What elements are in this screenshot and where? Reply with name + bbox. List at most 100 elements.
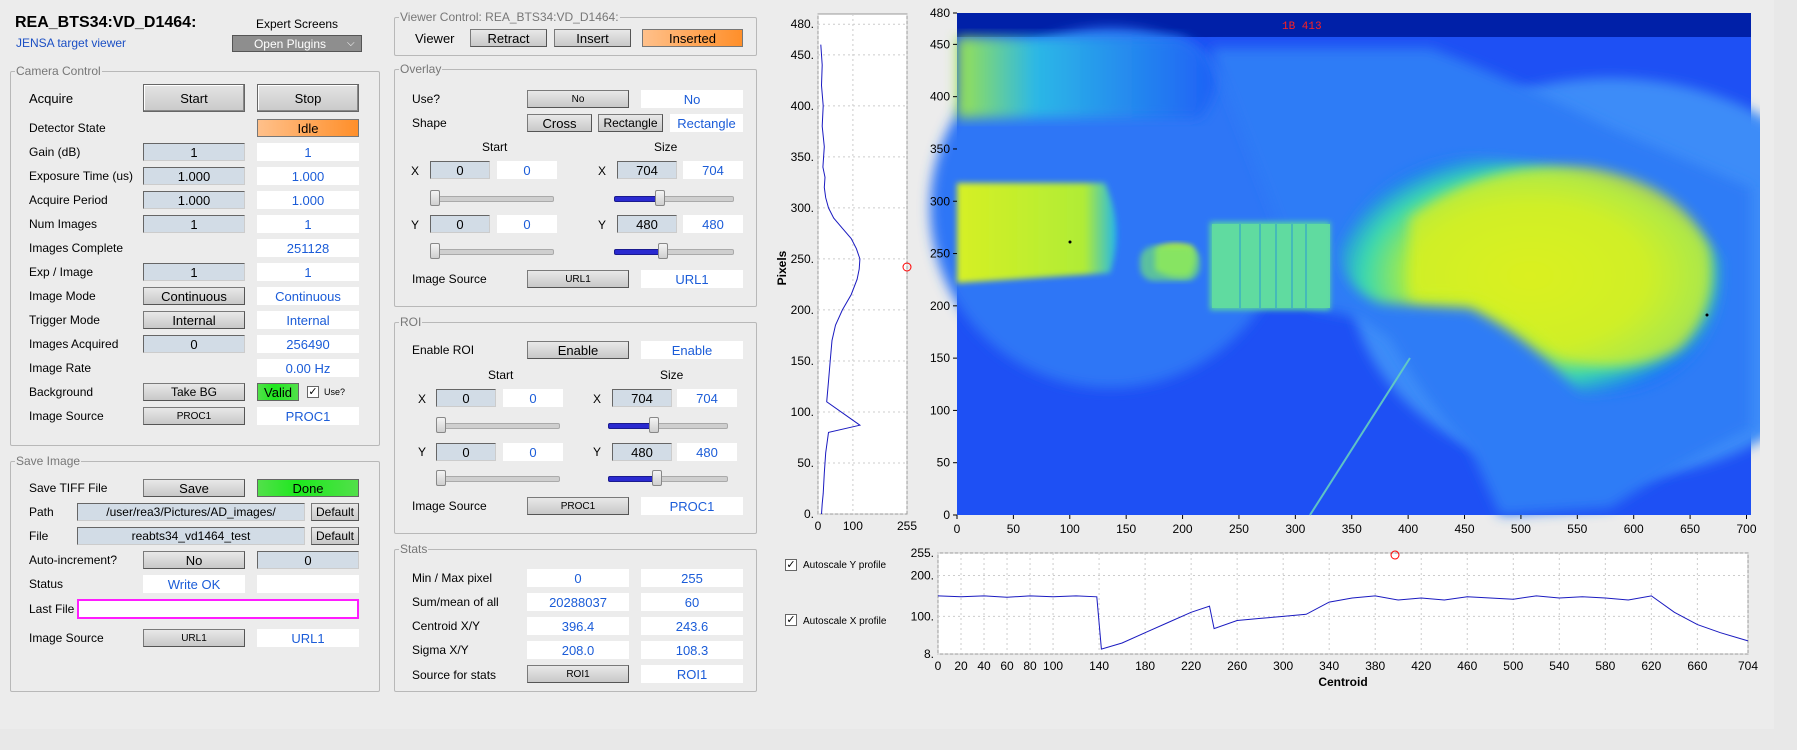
path-default-button[interactable]: Default (311, 503, 359, 521)
overlay-start-y-input[interactable]: 0 (430, 215, 490, 233)
overlay-size-y-slider[interactable] (614, 243, 734, 259)
autoscale-y-label: Autoscale Y profile (803, 560, 887, 571)
stats-row-label: Sigma X/Y (412, 643, 469, 657)
x-profile-tick-label: 60 (1000, 659, 1014, 673)
roi-start-y-input[interactable]: 0 (436, 443, 496, 461)
roi-size-x-input[interactable]: 704 (612, 389, 672, 407)
image-y-tick-label: 250 (930, 247, 950, 261)
camera-image-view[interactable]: 1B 413 0 50 100 150 200 250 300 350 400 450 500 550… (910, 8, 1760, 533)
overlay-source-button[interactable]: URL1 (527, 270, 629, 288)
overlay-size-x-readback: 704 (683, 161, 743, 179)
page-subtitle: JENSA target viewer (16, 36, 127, 50)
stop-button[interactable]: Stop (257, 84, 359, 112)
camera-row-input[interactable]: 1 (143, 143, 245, 161)
image-y-tick-label: 350 (930, 142, 950, 156)
roi-start-y-slider[interactable] (436, 470, 560, 486)
overlay-use-value: No (641, 90, 743, 108)
y-profile-tick-label: 400. (791, 99, 814, 113)
overlay-start-x-slider[interactable] (430, 190, 554, 206)
stats-row-value: 0 (527, 569, 629, 587)
save-source-button[interactable]: URL1 (143, 629, 245, 647)
camera-row-input[interactable]: 1 (143, 215, 245, 233)
start-button[interactable]: Start (143, 84, 245, 112)
camera-row-input[interactable]: 1.000 (143, 167, 245, 185)
save-button[interactable]: Save (143, 479, 245, 497)
camera-row-readback: 1 (257, 143, 359, 161)
camera-row-menu-button[interactable]: Internal (143, 311, 245, 329)
x-profile-chart: 255. 200. 100. 8.0 20 40 60 80 100 140 180 220 260 30… (911, 546, 1759, 689)
stats-row-value: 243.6 (641, 617, 743, 635)
path-field[interactable]: /user/rea3/Pictures/AD_images/ (77, 503, 305, 521)
camera-row-menu-button[interactable]: Continuous (143, 287, 245, 305)
image-x-tick-label: 450 (1455, 522, 1475, 533)
roi-start-x-slider[interactable] (436, 417, 560, 433)
save-tiff-label: Save TIFF File (29, 481, 108, 495)
x-profile-tick-label: 660 (1687, 659, 1707, 673)
autoscale-x-checkbox[interactable]: ✓ (785, 614, 797, 626)
camera-row-readback: Internal (257, 311, 359, 329)
x-profile-tick-label: 704 (1738, 659, 1758, 673)
overlay-size-x-input[interactable]: 704 (617, 161, 677, 179)
camera-source-button[interactable]: PROC1 (143, 407, 245, 425)
overlay-shape-label: Shape (412, 116, 447, 130)
roi-size-x-slider[interactable] (608, 417, 728, 433)
overlay-size-y-input[interactable]: 480 (617, 215, 677, 233)
image-y-tick-label: 450 (930, 37, 950, 51)
bg-use-checkbox[interactable]: ✓ (307, 386, 319, 398)
camera-row-label: Exposure Time (us) (29, 169, 134, 183)
image-y-ticks: 480 450 400 350 300 250 200 150 100 50 0 (930, 8, 957, 522)
stats-row-value: 60 (641, 593, 743, 611)
stats-row-value: 255 (641, 569, 743, 587)
y-profile-tick-label: 300. (791, 201, 814, 215)
camera-row-input[interactable]: 0 (143, 335, 245, 353)
x-profile-tick-label: 80 (1023, 659, 1037, 673)
enable-roi-button[interactable]: Enable (527, 341, 629, 359)
image-y-tick-label: 400 (930, 90, 950, 104)
roi-start-x-input[interactable]: 0 (436, 389, 496, 407)
image-y-tick-label: 300 (930, 194, 950, 208)
overlay-shape-value: Rectangle (670, 114, 743, 132)
file-field[interactable]: reabts34_vd1464_test (77, 527, 305, 545)
roi-source-button[interactable]: PROC1 (527, 497, 629, 515)
take-bg-button[interactable]: Take BG (143, 383, 245, 401)
overlay-size-header: Size (654, 140, 678, 154)
stats-row-value: 208.0 (527, 641, 629, 659)
shape-cross-button[interactable]: Cross (527, 114, 592, 132)
image-x-tick-label: 500 (1511, 522, 1531, 533)
roi-size-y-slider[interactable] (608, 470, 728, 486)
autoinc-number-field[interactable]: 0 (257, 551, 359, 569)
stats-source-button[interactable]: ROI1 (527, 665, 629, 683)
camera-row-readback: 1.000 (257, 191, 359, 209)
camera-row-input[interactable]: 1.000 (143, 191, 245, 209)
overlay-use-button[interactable]: No (527, 90, 629, 108)
x-profile-tick-label: 420 (1411, 659, 1431, 673)
x-profile-ticks: 255. 200. 100. 8.0 20 40 60 80 100 140 180 220 260 30… (911, 546, 1759, 673)
retract-button[interactable]: Retract (470, 29, 547, 47)
overlay-start-y-readback: 0 (497, 215, 557, 233)
autoscale-y-checkbox[interactable]: ✓ (785, 559, 797, 571)
overlay-start-x-input[interactable]: 0 (430, 161, 490, 179)
autoinc-button[interactable]: No (143, 551, 245, 569)
x-profile-grid (937, 552, 1749, 655)
overlay-start-y-slider[interactable] (430, 243, 554, 259)
y-profile-tick-label: 100. (791, 405, 814, 419)
camera-row-input[interactable]: 1 (143, 263, 245, 281)
insert-button[interactable]: Insert (554, 29, 631, 47)
roi-size-header: Size (660, 368, 684, 382)
stats-group: Stats (394, 542, 757, 692)
image-y-tick-label: 50 (937, 456, 951, 470)
x-profile-tick-label: 200. (911, 568, 934, 582)
y-profile-tick-label: 0 (815, 519, 822, 533)
shape-rectangle-button[interactable]: Rectangle (598, 114, 663, 132)
overlay-size-x-slider[interactable] (614, 190, 734, 206)
x-profile-tick-label: 380 (1365, 659, 1385, 673)
image-x-tick-label: 550 (1567, 522, 1587, 533)
overlay-source-label: Image Source (412, 272, 487, 286)
x-profile-xlabel: Centroid (1318, 675, 1367, 689)
file-default-button[interactable]: Default (311, 527, 359, 545)
overlay-start-x-readback: 0 (497, 161, 557, 179)
roi-size-y-input[interactable]: 480 (612, 443, 672, 461)
status-label: Status (29, 577, 64, 591)
y-profile-chart: 480. 450. 400. 350. 300. 250. 200. 150. 100. 50. 0… (775, 13, 917, 533)
open-plugins-menu[interactable]: Open Plugins ⌵ (232, 35, 362, 52)
